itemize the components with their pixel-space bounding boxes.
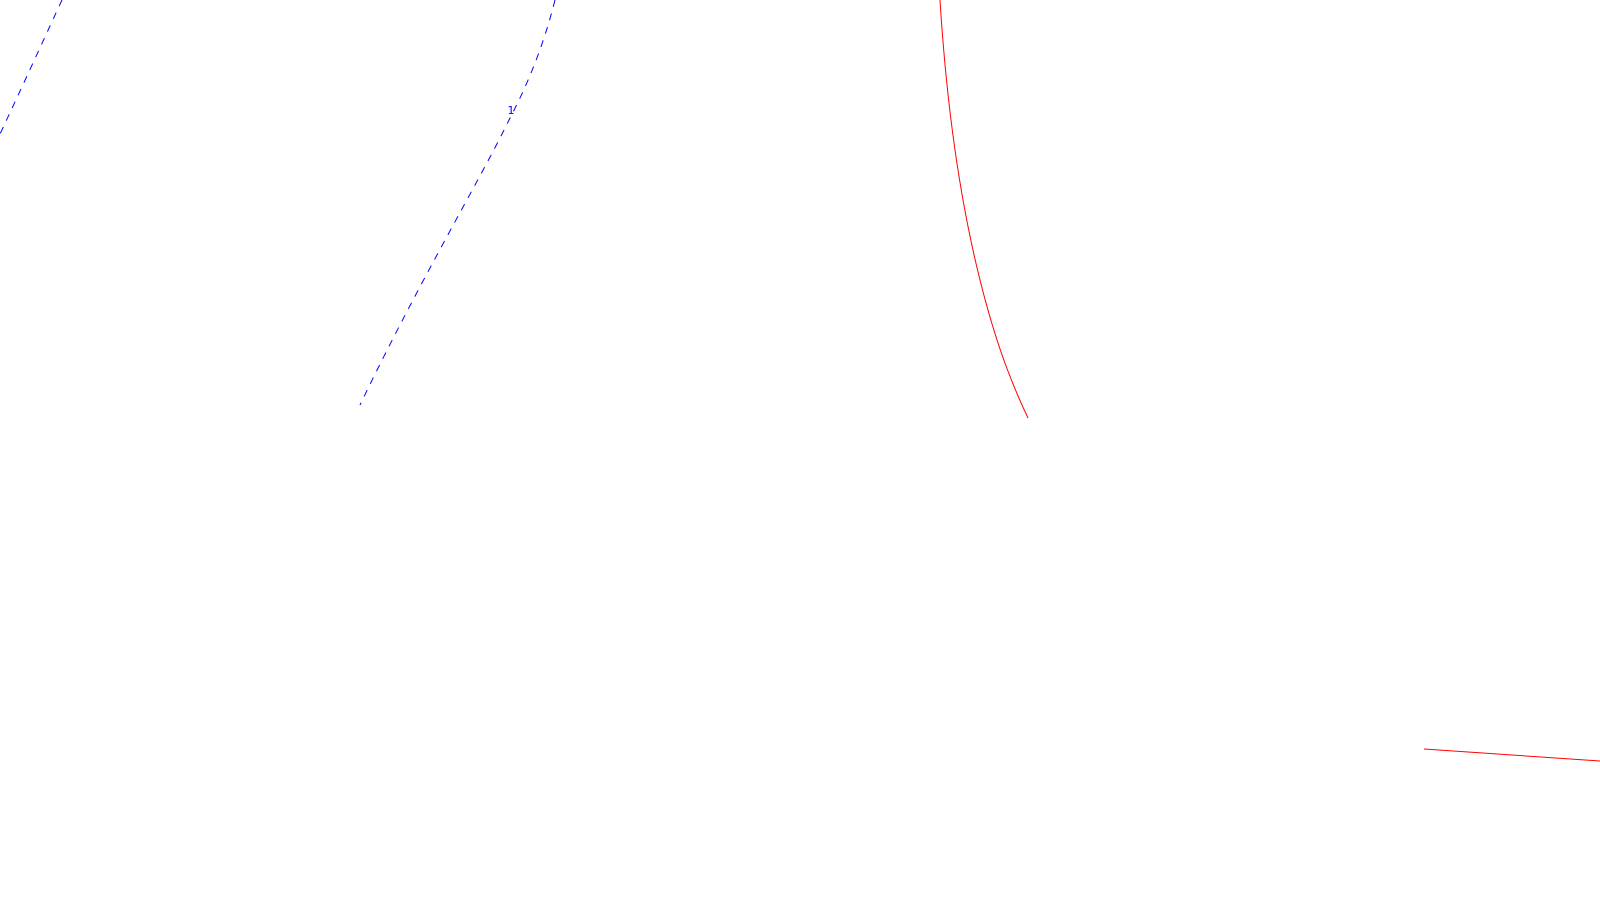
contour-line-red-solid-center [939, 0, 1029, 419]
contour-line-red-solid-right [1423, 748, 1600, 762]
contour-line-blue-dashed-left [0, 0, 63, 135]
contour-label: 1 [508, 104, 515, 117]
contour-line-blue-dashed-labeled [359, 0, 556, 406]
